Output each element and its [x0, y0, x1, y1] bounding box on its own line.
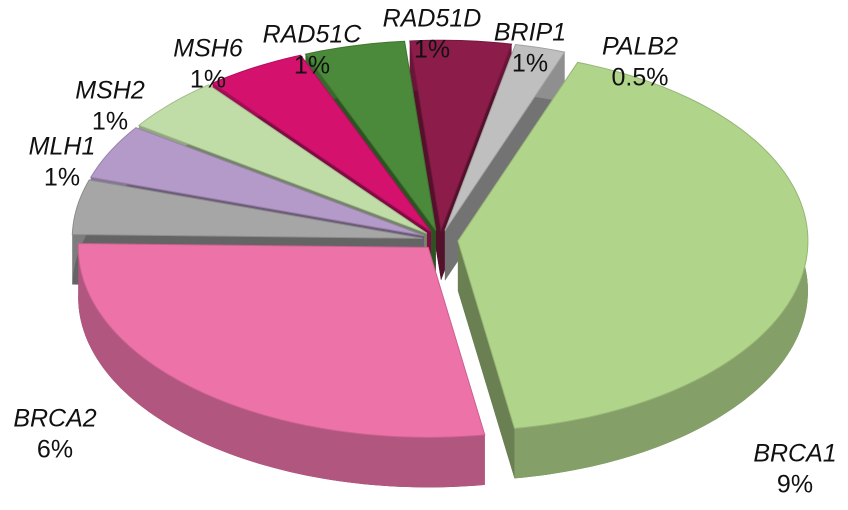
value-label: 9%: [777, 471, 813, 499]
slice-label: PALB2: [602, 33, 678, 61]
slice-label: MSH2: [75, 77, 145, 105]
slice-side: [78, 243, 485, 488]
slice-label: RAD51C: [263, 21, 363, 49]
slice-top: [444, 43, 566, 231]
value-label: 1%: [414, 36, 450, 64]
value-label: 1%: [92, 108, 128, 136]
slice-top: [71, 179, 423, 239]
slice-top: [409, 39, 513, 233]
slice-label: RAD51D: [383, 5, 482, 33]
slice-label: MSH6: [173, 35, 243, 63]
value-label: 6%: [37, 436, 73, 464]
slice-top: [77, 243, 486, 438]
value-label: 1%: [294, 52, 330, 80]
value-label: 0.5%: [612, 64, 669, 92]
value-label: 1%: [44, 164, 80, 192]
slice-top: [457, 61, 809, 429]
slice-top: [90, 127, 425, 237]
slice-top: [211, 54, 432, 232]
slice-top: [304, 40, 437, 231]
slice: [77, 243, 486, 488]
value-label: 1%: [190, 66, 226, 94]
slice-label: BRCA1: [753, 440, 836, 468]
slice-top: [137, 84, 428, 234]
slice-wall: [457, 240, 515, 479]
slice-label: BRCA2: [13, 405, 96, 433]
slice-label: BRIP1: [494, 19, 566, 47]
slice: [457, 61, 809, 479]
value-label: 1%: [512, 50, 548, 78]
slice-label: MLH1: [29, 133, 96, 161]
